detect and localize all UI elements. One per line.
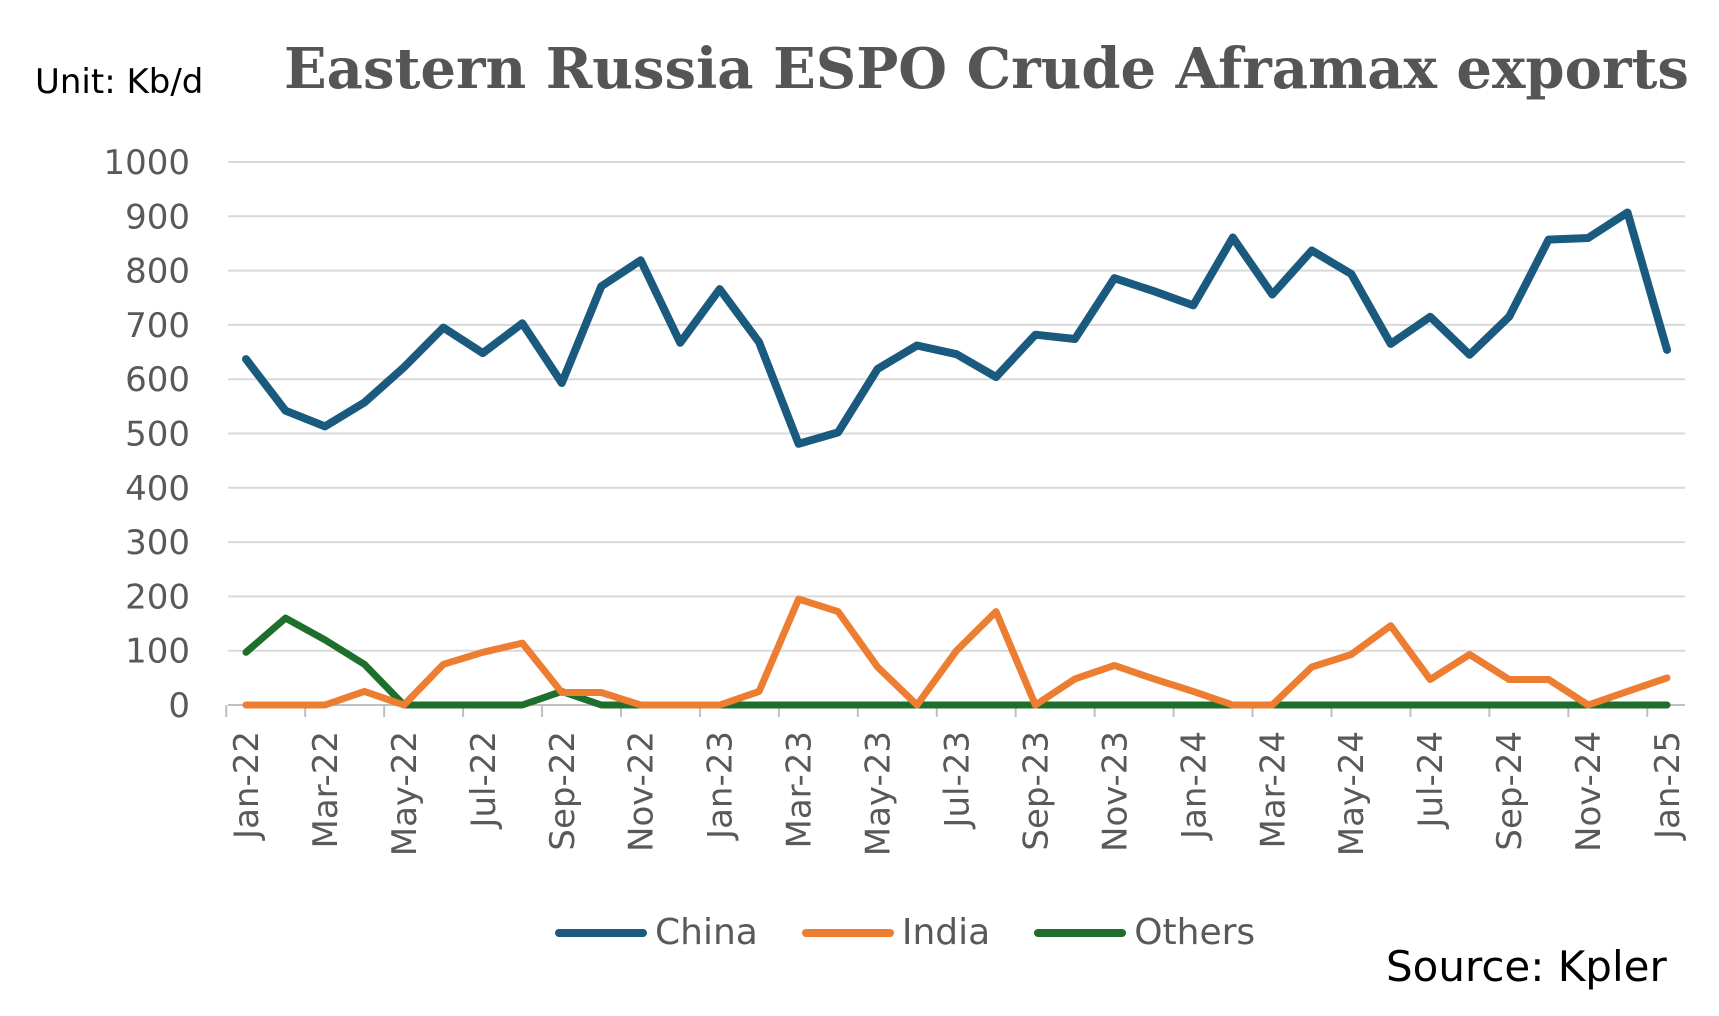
gridlines [228, 161, 1685, 706]
legend-swatch-china [555, 928, 647, 937]
x-tick-label: Jul-22 [464, 731, 504, 830]
y-tick-label: 100 [125, 632, 190, 672]
series-line-china [242, 208, 1671, 448]
y-tick-label: 500 [125, 415, 190, 455]
x-tick-label: Sep-24 [1490, 731, 1530, 851]
legend-label-others: Others [1134, 912, 1256, 953]
x-tick-label: Mar-23 [780, 731, 820, 849]
legend-swatch-others [1034, 928, 1127, 937]
series-line-india [242, 595, 1671, 709]
x-tick-label: May-22 [385, 731, 425, 856]
legend-swatch-india [801, 928, 894, 937]
y-tick-label: 600 [125, 360, 190, 400]
y-axis: 0 100 200 300 400 500 600 700 800 900 1000 [103, 143, 190, 726]
x-tick-label: May-24 [1332, 731, 1372, 856]
series-line-others [242, 614, 1671, 709]
y-tick-label: 0 [168, 686, 190, 726]
x-axis: Jan-22 Mar-22 May-22 Jul-22 Sep-22 Nov-22 Jan-… [225, 705, 1688, 856]
y-tick-label: 900 [125, 197, 190, 237]
x-tick-label: Sep-22 [543, 731, 583, 851]
x-tick-label: Jul-24 [1411, 731, 1451, 830]
x-tick-label: Nov-23 [1095, 731, 1135, 852]
legend-label-india: India [901, 912, 991, 953]
x-tick-label: Nov-24 [1569, 731, 1609, 852]
x-tick-label: Jul-23 [938, 731, 978, 830]
unit-label: Unit: Kb/d [35, 62, 204, 102]
x-tick-label: Jan-25 [1648, 731, 1688, 841]
x-tick-label: Mar-24 [1253, 731, 1293, 849]
source-note: Source: Kpler [1386, 942, 1667, 991]
x-tick-label: Sep-23 [1016, 731, 1056, 851]
x-tick-label: Nov-22 [622, 731, 662, 852]
y-tick-label: 700 [125, 306, 190, 346]
legend-item-china: China [555, 912, 758, 953]
y-tick-label: 200 [125, 577, 190, 617]
x-tick-label: Jan-22 [227, 731, 267, 841]
x-tick-label: Jan-23 [701, 731, 741, 841]
legend-label-china: China [655, 912, 758, 953]
x-tick-label: Mar-22 [306, 731, 346, 849]
x-tick-label: May-23 [859, 731, 899, 856]
y-tick-label: 400 [125, 469, 190, 509]
y-tick-label: 1000 [103, 143, 190, 183]
legend-item-others: Others [1034, 912, 1255, 953]
legend-item-india: India [801, 912, 991, 953]
legend: China India Others [555, 912, 1299, 953]
y-tick-label: 800 [125, 252, 190, 292]
y-tick-label: 300 [125, 523, 190, 563]
x-tick-label: Jan-24 [1174, 731, 1214, 841]
series-lines [242, 208, 1671, 709]
chart-title: Eastern Russia ESPO Crude Aframax export… [284, 36, 1689, 102]
